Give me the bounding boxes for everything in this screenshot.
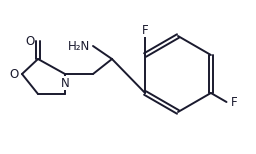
Text: F: F (142, 24, 148, 36)
Text: F: F (231, 95, 238, 109)
Text: N: N (61, 77, 69, 89)
Text: H₂N: H₂N (68, 39, 90, 53)
Text: O: O (9, 67, 19, 81)
Text: O: O (25, 34, 35, 47)
